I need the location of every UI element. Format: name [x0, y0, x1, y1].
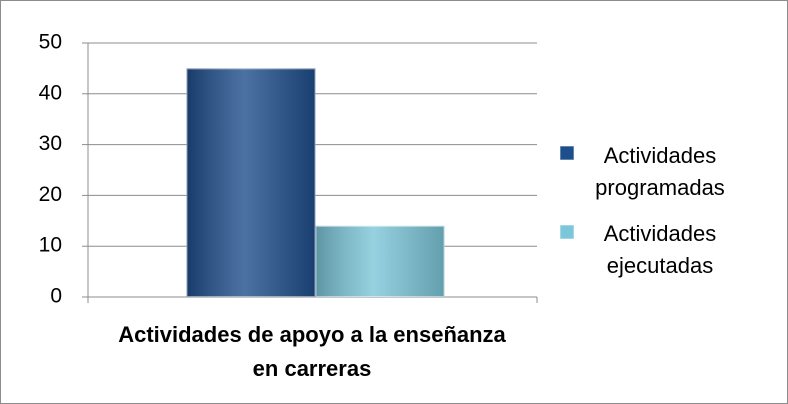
- bar-shade: [315, 225, 445, 297]
- bar-edge: [186, 68, 316, 298]
- y-tick-label: 30: [39, 132, 62, 155]
- legend-marker: [559, 224, 575, 240]
- legend-label: Actividades ejecutadas: [603, 221, 717, 278]
- y-tick-label: 50: [39, 31, 62, 54]
- legend-label: Actividades programadas: [595, 143, 725, 200]
- y-tick-label: 10: [39, 234, 62, 257]
- bar-shade: [186, 68, 316, 298]
- y-tick-label: 0: [50, 285, 62, 308]
- y-tick-label: 40: [39, 81, 62, 104]
- legend-marker: [559, 145, 575, 161]
- bar-edge: [315, 225, 445, 298]
- y-tick-label: 20: [39, 183, 62, 206]
- x-tick-label: Actividades de apoyo a la enseñanza en c…: [118, 322, 506, 381]
